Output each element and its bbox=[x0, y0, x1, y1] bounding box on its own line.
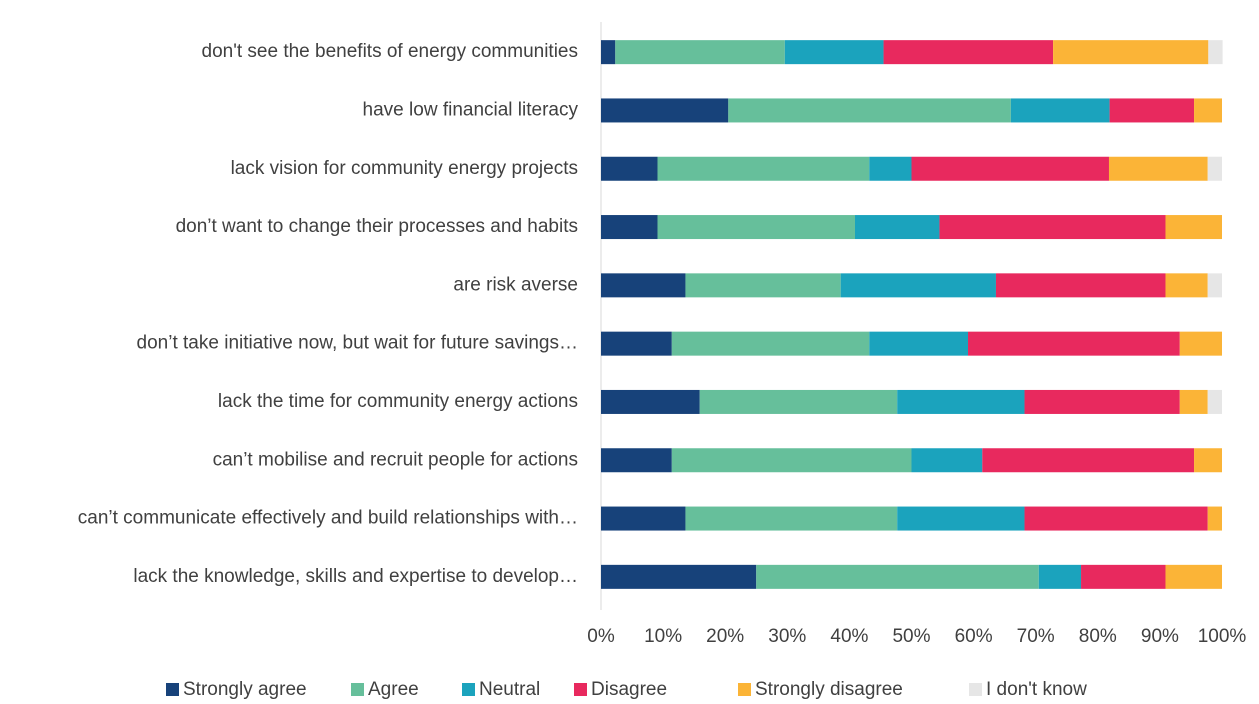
bar-segment bbox=[911, 156, 1109, 181]
bar-segment bbox=[869, 156, 912, 181]
x-tick-label: 30% bbox=[768, 626, 806, 647]
bar-segment bbox=[982, 448, 1195, 473]
bar-segment bbox=[1024, 389, 1180, 414]
bar-segment bbox=[601, 156, 658, 181]
y-tick-label: lack the knowledge, skills and expertise… bbox=[133, 566, 578, 587]
x-tick-label: 20% bbox=[706, 626, 744, 647]
bar-segment bbox=[601, 506, 686, 531]
bar-segment bbox=[1109, 98, 1195, 123]
bar-segment bbox=[685, 506, 898, 531]
bar-segment bbox=[1207, 156, 1222, 181]
bar-segment bbox=[699, 389, 898, 414]
bar-segment bbox=[657, 215, 855, 240]
bar-segment bbox=[1165, 564, 1222, 589]
legend-swatch bbox=[738, 683, 751, 696]
bar-segment bbox=[897, 506, 1025, 531]
y-tick-label: don't see the benefits of energy communi… bbox=[202, 41, 578, 62]
bar-segment bbox=[1108, 156, 1208, 181]
bar-segment bbox=[1165, 215, 1222, 240]
bar-segment bbox=[840, 273, 996, 298]
y-tick-label: lack vision for community energy project… bbox=[231, 158, 578, 179]
bar-segment bbox=[685, 273, 841, 298]
bar-segment bbox=[995, 273, 1166, 298]
bar-segment bbox=[601, 564, 757, 589]
legend-swatch bbox=[574, 683, 587, 696]
x-tick-label: 50% bbox=[892, 626, 930, 647]
bar-segment bbox=[671, 331, 870, 356]
bar-segment bbox=[1208, 40, 1223, 65]
x-tick-label: 100% bbox=[1198, 626, 1247, 647]
x-tick-label: 0% bbox=[587, 626, 615, 647]
bar-segment bbox=[854, 215, 940, 240]
bar-segment bbox=[869, 331, 969, 356]
bar-segment bbox=[1194, 448, 1222, 473]
bar-segment bbox=[1179, 389, 1208, 414]
legend-label: Strongly disagree bbox=[755, 679, 903, 700]
bar-segment bbox=[601, 98, 729, 123]
bar-segment bbox=[601, 40, 616, 65]
bar-segment bbox=[939, 215, 1166, 240]
bar-segment bbox=[1207, 506, 1222, 531]
bar-segment bbox=[897, 389, 1025, 414]
y-tick-label: lack the time for community energy actio… bbox=[218, 391, 578, 412]
bar-segment bbox=[671, 448, 912, 473]
y-tick-label: don’t take initiative now, but wait for … bbox=[137, 333, 578, 354]
y-tick-label: can’t communicate effectively and build … bbox=[78, 508, 578, 529]
bar-segment bbox=[601, 273, 686, 298]
bar-segment bbox=[1010, 98, 1110, 123]
bar-segment bbox=[1165, 273, 1208, 298]
bar-segment bbox=[784, 40, 884, 65]
y-tick-label: don’t want to change their processes and… bbox=[176, 216, 578, 237]
x-tick-label: 10% bbox=[644, 626, 682, 647]
x-tick-label: 70% bbox=[1017, 626, 1055, 647]
bar-segment bbox=[601, 331, 672, 356]
y-tick-label: have low financial literacy bbox=[363, 99, 579, 120]
x-tick-label: 90% bbox=[1141, 626, 1179, 647]
legend-label: Strongly agree bbox=[183, 679, 307, 700]
bar-segment bbox=[657, 156, 870, 181]
x-tick-label: 60% bbox=[955, 626, 993, 647]
legend-swatch bbox=[462, 683, 475, 696]
x-tick-label: 40% bbox=[830, 626, 868, 647]
y-tick-label: can’t mobilise and recruit people for ac… bbox=[213, 449, 578, 470]
bar-segment bbox=[968, 331, 1180, 356]
legend-swatch bbox=[166, 683, 179, 696]
y-tick-label: are risk averse bbox=[453, 274, 578, 295]
bar-segment bbox=[601, 389, 700, 414]
legend-swatch bbox=[969, 683, 982, 696]
legend-label: I don't know bbox=[986, 679, 1087, 700]
bar-segment bbox=[1207, 273, 1222, 298]
legend-swatch bbox=[351, 683, 364, 696]
bar-segment bbox=[1024, 506, 1208, 531]
bar-segment bbox=[1081, 564, 1166, 589]
bar-segment bbox=[1207, 389, 1222, 414]
legend-label: Disagree bbox=[591, 679, 667, 700]
legend-label: Neutral bbox=[479, 679, 540, 700]
bar-segment bbox=[883, 40, 1054, 65]
legend-label: Agree bbox=[368, 679, 419, 700]
bar-segment bbox=[601, 448, 672, 473]
bar-segment bbox=[1194, 98, 1222, 123]
x-tick-label: 80% bbox=[1079, 626, 1117, 647]
bar-segment bbox=[1053, 40, 1209, 65]
bar-segment bbox=[615, 40, 785, 65]
bar-segment bbox=[601, 215, 658, 240]
bar-segment bbox=[1179, 331, 1222, 356]
bar-segment bbox=[728, 98, 1011, 123]
bar-segment bbox=[911, 448, 983, 473]
bar-segment bbox=[1038, 564, 1082, 589]
bar-segment bbox=[756, 564, 1039, 589]
